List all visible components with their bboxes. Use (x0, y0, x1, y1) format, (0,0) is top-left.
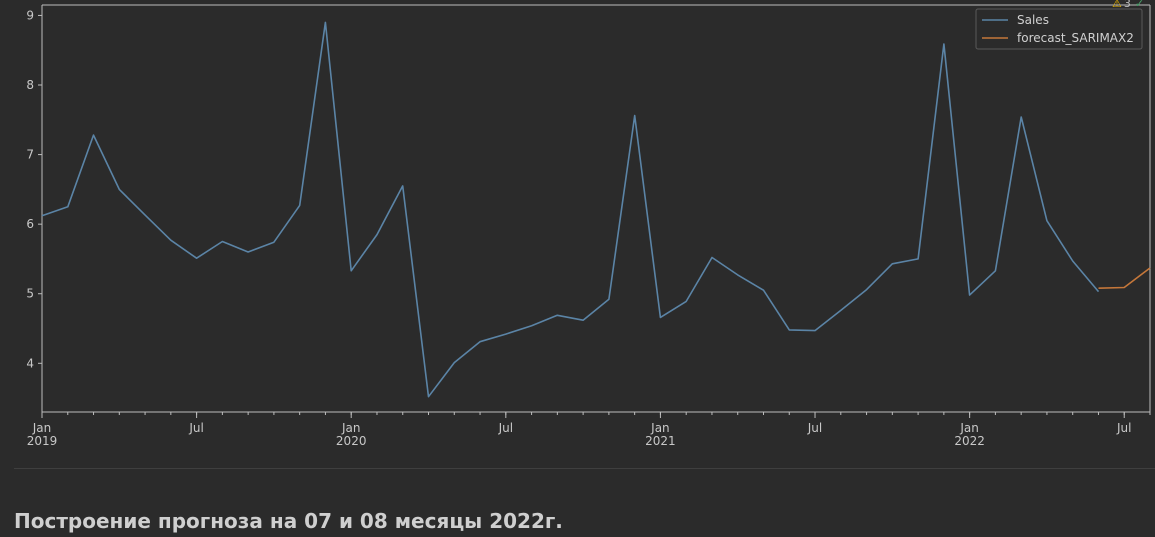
series-0-point (402, 185, 404, 187)
y-tick-label: 6 (26, 217, 34, 231)
series-0-point (634, 115, 636, 117)
series-0-point (144, 214, 146, 216)
series-0-point (479, 341, 481, 343)
y-tick-label: 5 (26, 287, 34, 301)
series-0-point (67, 206, 69, 208)
series-0-point (376, 234, 378, 236)
series-0-point (608, 298, 610, 300)
series-0-point (247, 251, 249, 253)
legend-label: Sales (1017, 13, 1049, 27)
series-0-point (1020, 116, 1022, 118)
plot-background (0, 0, 1155, 470)
series-1-point (1123, 287, 1125, 289)
series-line-0 (41, 21, 1100, 398)
series-0-point (428, 396, 430, 398)
x-tick-label: Jul (1116, 421, 1131, 435)
series-0-point (737, 274, 739, 276)
series-1-point (1149, 267, 1151, 269)
series-0-point (453, 362, 455, 364)
series-0-point (170, 239, 172, 241)
section-heading: Построение прогноза на 07 и 08 месяцы 20… (14, 509, 563, 533)
x-tick-label: 2022 (954, 434, 985, 448)
check-icon: ✓ (1134, 0, 1145, 10)
x-tick-label: 2020 (336, 434, 367, 448)
series-0-point (994, 270, 996, 272)
x-tick-label: Jul (498, 421, 513, 435)
x-tick-label: Jan (650, 421, 670, 435)
series-0-point (788, 329, 790, 331)
series-0-point (582, 319, 584, 321)
series-0-point (866, 289, 868, 291)
series-0-point (273, 241, 275, 243)
series-1-point (1098, 287, 1100, 289)
series-0-point (221, 241, 223, 243)
series-0-point (660, 316, 662, 318)
series-0-point (350, 270, 352, 272)
series-0-point (1046, 220, 1048, 222)
series-0-point (505, 333, 507, 335)
series-0-point (917, 258, 919, 260)
series-0-point (41, 215, 43, 217)
series-0-point (814, 330, 816, 332)
series-0-point (196, 257, 198, 259)
x-tick-label: 2019 (27, 434, 58, 448)
y-tick-label: 7 (26, 148, 34, 162)
series-0-point (685, 300, 687, 302)
series-0-point (1072, 260, 1074, 262)
series-0-point (531, 325, 533, 327)
series-0-point (840, 310, 842, 312)
x-tick-label: Jan (341, 421, 361, 435)
warning-count: 3 (1123, 0, 1131, 10)
series-layer (41, 21, 1151, 398)
series-0-point (118, 188, 120, 190)
y-tick-label: 9 (26, 8, 34, 22)
cell-divider (14, 468, 1155, 469)
y-tick-label: 4 (26, 356, 34, 370)
x-tick-label: 2021 (645, 434, 676, 448)
x-tick-label: Jan (32, 421, 52, 435)
series-line-1 (1098, 267, 1151, 289)
series-0-point (93, 134, 95, 136)
series-0-point (556, 314, 558, 316)
warning-triangle-icon: ⚠ (1112, 0, 1122, 10)
series-0-point (891, 263, 893, 265)
series-0-point (1098, 291, 1100, 293)
x-tick-label: Jul (188, 421, 203, 435)
series-0-point (969, 294, 971, 296)
x-tick-label: Jan (959, 421, 979, 435)
legend-label: forecast_SARIMAX2 (1017, 31, 1134, 45)
series-0-point (299, 204, 301, 206)
legend: Sales forecast_SARIMAX2 (975, 8, 1143, 50)
warning-indicator[interactable]: ⚠ 3 ✓ (1112, 0, 1144, 10)
legend-box (975, 8, 1143, 50)
y-tick-label: 8 (26, 78, 34, 92)
series-0-point (943, 43, 945, 45)
series-0-point (711, 257, 713, 259)
series-0-point (763, 289, 765, 291)
series-0-point (325, 21, 327, 23)
x-tick-label: Jul (807, 421, 822, 435)
